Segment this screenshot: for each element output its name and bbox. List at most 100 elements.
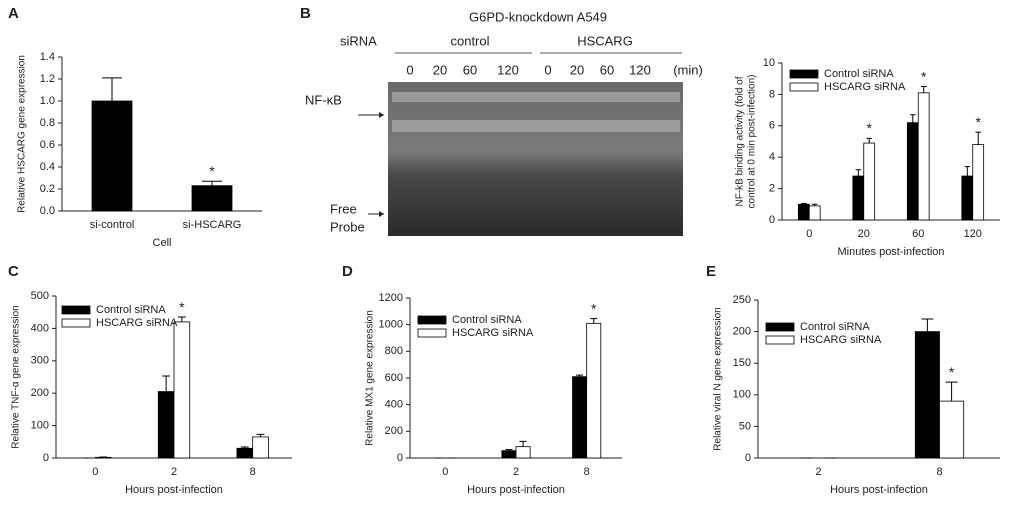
- x-axis-label: Hours post-infection: [125, 484, 223, 496]
- y-tick-label: 0.4: [40, 161, 55, 173]
- bar: [173, 321, 191, 459]
- y-tick-label: 400: [31, 322, 49, 334]
- arrow-head: [379, 211, 384, 217]
- y-tick-label: 400: [385, 399, 403, 411]
- significance: *: [179, 299, 185, 315]
- legend-swatch: [61, 318, 91, 328]
- y-tick-label: 0: [43, 452, 49, 464]
- lane-label: 60: [463, 62, 477, 77]
- lane-label: 120: [629, 62, 651, 77]
- y-tick-label: 1.2: [40, 73, 55, 85]
- y-tick-label: 1.0: [40, 95, 55, 107]
- bar: [586, 322, 602, 459]
- bar: [972, 144, 985, 221]
- y-tick-label: 200: [385, 425, 403, 437]
- error-bar: [910, 114, 916, 123]
- y-tick-label: 0: [745, 452, 751, 464]
- x-tick-label: 8: [936, 466, 942, 478]
- lane-label: 60: [600, 62, 614, 77]
- x-tick-label: 8: [584, 466, 590, 478]
- error-bar: [177, 316, 186, 322]
- y-tick-label: 250: [733, 294, 751, 306]
- y-tick-label: 300: [31, 355, 49, 367]
- error-bar: [945, 381, 958, 402]
- y-axis-label: NF-kB binding activity (fold of: [735, 76, 746, 206]
- y-tick-label: 100: [733, 389, 751, 401]
- unit-label: (min): [673, 62, 703, 77]
- x-axis-label: Hours post-infection: [467, 484, 565, 496]
- y-tick-label: 0: [397, 452, 403, 464]
- x-tick-label: 0: [442, 466, 448, 478]
- group-label: HSCARG: [577, 33, 633, 48]
- y-tick-label: 0.6: [40, 139, 55, 151]
- significance: *: [975, 114, 981, 130]
- error-bar: [855, 169, 862, 177]
- bar: [939, 400, 965, 459]
- bar: [797, 203, 810, 221]
- y-axis-label: Relative TNF-α gene expression: [11, 305, 22, 448]
- legend-swatch: [417, 315, 447, 325]
- bar: [863, 142, 876, 221]
- legend-label: HSCARG siRNA: [452, 327, 534, 339]
- error-bar: [202, 180, 222, 186]
- legend-label: Control siRNA: [452, 314, 522, 326]
- bar: [852, 175, 865, 221]
- y-tick-label: 0.0: [40, 205, 55, 217]
- legend-swatch: [417, 328, 447, 338]
- y-axis-label: control at 0 min post-infection): [747, 75, 758, 209]
- bar: [961, 175, 974, 221]
- y-tick-label: 4: [769, 151, 775, 163]
- x-tick-label: si-HSCARG: [183, 219, 242, 231]
- x-tick-label: 120: [964, 228, 982, 240]
- error-bar: [256, 433, 265, 437]
- y-tick-label: 1000: [379, 319, 403, 331]
- significance: *: [949, 364, 955, 380]
- y-tick-label: 200: [733, 326, 751, 338]
- x-tick-label: 0: [806, 228, 812, 240]
- bar: [515, 446, 531, 459]
- legend-swatch: [789, 82, 819, 92]
- gel-bands: [392, 92, 680, 132]
- error-bar: [975, 131, 981, 145]
- y-tick-label: 1.4: [40, 51, 55, 63]
- error-bar: [102, 77, 122, 101]
- y-tick-label: 8: [769, 88, 775, 100]
- y-tick-label: 200: [31, 387, 49, 399]
- probe-label: Probe: [330, 219, 365, 234]
- y-tick-label: 100: [31, 420, 49, 432]
- legend-label: HSCARG siRNA: [96, 317, 178, 329]
- legend-label: Control siRNA: [824, 68, 894, 80]
- lane-label: 0: [406, 62, 413, 77]
- y-tick-label: 600: [385, 372, 403, 384]
- error-bar: [811, 203, 818, 206]
- bar: [191, 185, 233, 212]
- legend-label: HSCARG siRNA: [824, 81, 906, 93]
- lane-label: 20: [570, 62, 584, 77]
- group-label: control: [450, 33, 489, 48]
- error-bar: [576, 374, 584, 377]
- significance: *: [921, 68, 927, 84]
- significance: *: [591, 300, 597, 316]
- error-bar: [920, 86, 927, 93]
- bar: [91, 100, 133, 212]
- x-tick-label: 0: [92, 466, 98, 478]
- x-axis-label: Hours post-infection: [830, 484, 928, 496]
- bar: [236, 447, 254, 459]
- bar: [572, 376, 588, 459]
- bar: [157, 391, 175, 459]
- error-bar: [505, 449, 513, 451]
- bar: [252, 436, 269, 459]
- y-axis-label: Relative HSCARG gene expression: [17, 55, 28, 213]
- y-tick-label: 0.8: [40, 117, 55, 129]
- error-bar: [921, 318, 934, 332]
- x-tick-label: 8: [250, 466, 256, 478]
- x-tick-label: 2: [171, 466, 177, 478]
- error-bar: [240, 446, 249, 449]
- legend-swatch: [765, 322, 795, 332]
- y-axis-label: Relative MX1 gene expression: [365, 310, 376, 446]
- bar: [917, 92, 930, 221]
- y-tick-label: 800: [385, 345, 403, 357]
- x-tick-label: 2: [815, 466, 821, 478]
- lane-label: 20: [433, 62, 447, 77]
